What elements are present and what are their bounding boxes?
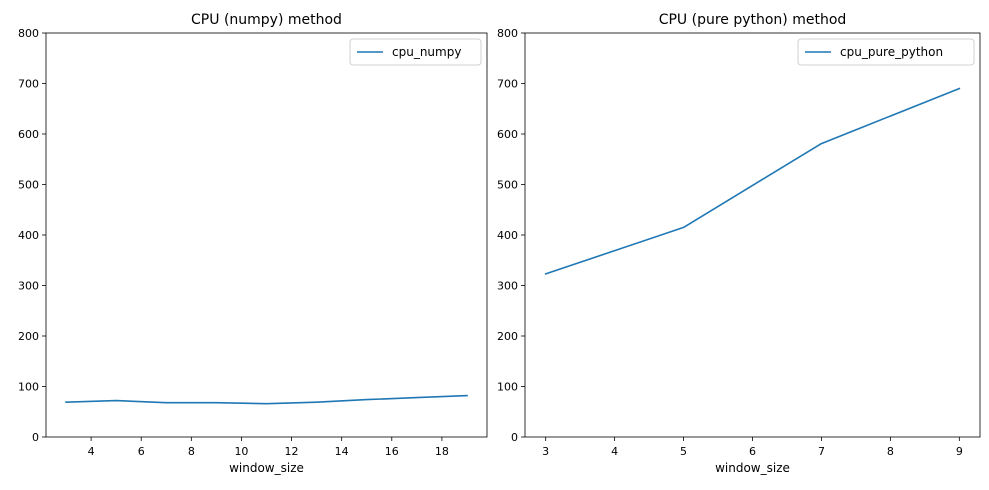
chart-pure-python: CPU (pure python) method 0 100 200 300 400 500… (497, 12, 981, 475)
x-tick-label: 9 (956, 445, 963, 458)
y-tick-label: 700 (18, 78, 39, 91)
y-tick-label: 500 (497, 179, 518, 192)
x-tick-label: 16 (385, 445, 399, 458)
chart-numpy: CPU (numpy) method 0 100 200 300 400 500 600 700… (18, 12, 488, 475)
y-tick-label: 600 (497, 128, 518, 141)
x-tick-label: 14 (335, 445, 349, 458)
y-tick-label: 400 (18, 229, 39, 242)
y-tick-label: 400 (497, 229, 518, 242)
y-tick-label: 800 (497, 27, 518, 40)
x-tick-label: 10 (234, 445, 248, 458)
legend: cpu_numpy (349, 38, 482, 66)
y-tick-label: 200 (497, 330, 518, 343)
y-tick-label: 200 (18, 330, 39, 343)
axes-frame (524, 32, 981, 438)
y-tick-label: 500 (18, 179, 39, 192)
x-tick-label: 7 (818, 445, 825, 458)
y-tick-label: 100 (18, 381, 39, 394)
y-tick-label: 300 (18, 280, 39, 293)
y-tick-label: 800 (18, 27, 39, 40)
x-tick-label: 4 (611, 445, 618, 458)
y-tick-label: 100 (497, 381, 518, 394)
legend-label: cpu_pure_python (840, 45, 943, 59)
legend-box (797, 38, 975, 66)
x-tick-label: 12 (285, 445, 299, 458)
axes-frame (45, 32, 488, 438)
x-tick-label: 6 (749, 445, 756, 458)
x-tick-label: 18 (435, 445, 449, 458)
x-tick-label: 4 (88, 445, 95, 458)
x-tick-label: 6 (138, 445, 145, 458)
y-tick-label: 0 (511, 431, 518, 444)
x-axis-label: window_size (229, 461, 304, 475)
x-tick-label: 8 (887, 445, 894, 458)
series-line-cpu-numpy (65, 394, 468, 405)
legend: cpu_pure_python (797, 38, 975, 66)
y-tick-label: 600 (18, 128, 39, 141)
x-axis-label: window_size (715, 461, 790, 475)
x-tick-label: 5 (680, 445, 687, 458)
legend-label: cpu_numpy (392, 45, 461, 59)
chart-title: CPU (numpy) method (191, 12, 342, 28)
y-tick-label: 300 (497, 280, 518, 293)
series-line-cpu-pure-python (544, 87, 961, 275)
y-tick-label: 700 (497, 78, 518, 91)
x-tick-label: 8 (188, 445, 195, 458)
chart-title: CPU (pure python) method (659, 12, 847, 28)
x-tick-label: 3 (542, 445, 549, 458)
y-tick-label: 0 (32, 431, 39, 444)
legend-box (349, 38, 482, 66)
